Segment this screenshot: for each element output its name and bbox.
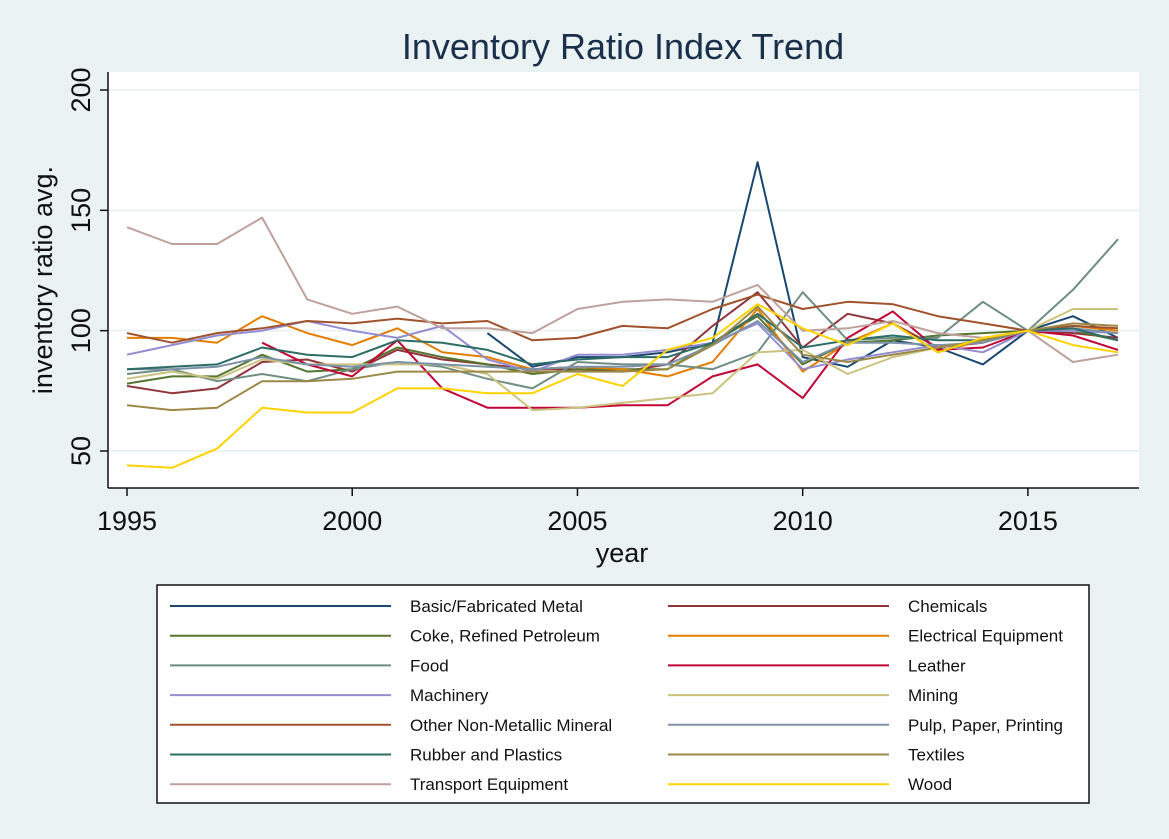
x-tick-label-2005: 2005	[547, 506, 607, 536]
series-line-1	[486, 161, 1119, 368]
x-tick-label-2015: 2015	[998, 506, 1058, 536]
legend-label-12: Textiles	[908, 746, 965, 765]
legend-label-6: Leather	[908, 656, 966, 675]
legend-label-5: Food	[410, 656, 449, 675]
axes: 50 100 150 200 1995 2000 2005 2010 2015	[66, 67, 1139, 536]
plot-area	[108, 72, 1139, 488]
series-line-9	[126, 293, 1119, 344]
legend-label-9: Other Non-Metallic Mineral	[410, 716, 612, 735]
legend: Basic/Fabricated Metal Chemicals Coke, Ref…	[156, 584, 1090, 804]
y-tick-label-50: 50	[66, 436, 96, 466]
series-line-13	[126, 216, 1119, 363]
x-tick-label-1995: 1995	[97, 506, 157, 536]
legend-label-13: Transport Equipment	[410, 775, 568, 794]
legend-label-10: Pulp, Paper, Printing	[908, 716, 1063, 735]
series-line-5	[126, 238, 1119, 390]
legend-label-4: Electrical Equipment	[908, 627, 1063, 646]
series-line-12	[126, 305, 1119, 412]
legend-label-3: Coke, Refined Petroleum	[410, 627, 600, 646]
legend-label-14: Wood	[908, 775, 952, 794]
y-tick-label-200: 200	[66, 67, 96, 112]
series-lines	[126, 161, 1119, 469]
legend-label-1: Basic/Fabricated Metal	[410, 597, 583, 616]
y-tick-label-100: 100	[66, 308, 96, 353]
legend-label-2: Chemicals	[908, 597, 987, 616]
series-line-14	[126, 303, 1119, 469]
y-axis-label: inventory ratio avg.	[28, 166, 58, 394]
legend-box	[156, 584, 1090, 804]
gridlines	[108, 89, 1139, 452]
series-line-11	[126, 312, 1119, 371]
x-tick-label-2010: 2010	[773, 506, 833, 536]
legend-label-8: Mining	[908, 686, 958, 705]
y-tick-label-150: 150	[66, 188, 96, 233]
x-tick-label-2000: 2000	[322, 506, 382, 536]
chart-title: Inventory Ratio Index Trend	[402, 26, 844, 67]
legend-label-7: Machinery	[410, 686, 489, 705]
series-line-6	[261, 310, 1119, 409]
legend-label-11: Rubber and Plastics	[410, 746, 562, 765]
x-axis-label: year	[596, 538, 649, 568]
